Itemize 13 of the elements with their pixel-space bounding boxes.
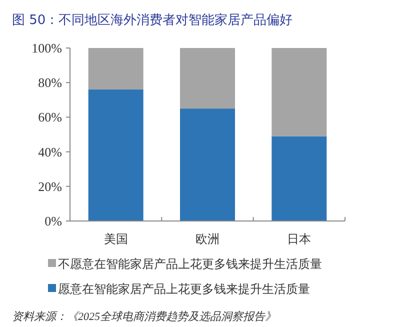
y-tick-label: 100% — [32, 40, 62, 56]
chart-title: 图 50：不同地区海外消费者对智能家居产品偏好 — [12, 12, 293, 28]
y-tick-label: 40% — [38, 144, 62, 160]
x-tick-label: 美国 — [104, 232, 128, 246]
text: 资料来源：《2025全球电商消费趋势及选品洞察报告》 — [12, 310, 276, 323]
legend-label: 愿意在智能家居产品上花更多钱来提升生活质量 — [58, 282, 310, 296]
y-tick-label: 20% — [38, 178, 62, 194]
y-tick-label: 80% — [38, 75, 62, 90]
y-tick-label: 0% — [44, 214, 62, 228]
x-tick-label: 欧洲 — [196, 232, 220, 246]
x-tick-label: 日本 — [287, 232, 312, 246]
y-tick-label: 60% — [38, 110, 62, 125]
legend-label: 不愿意在智能家居产品上花更多钱来提升生活质量 — [58, 257, 322, 271]
